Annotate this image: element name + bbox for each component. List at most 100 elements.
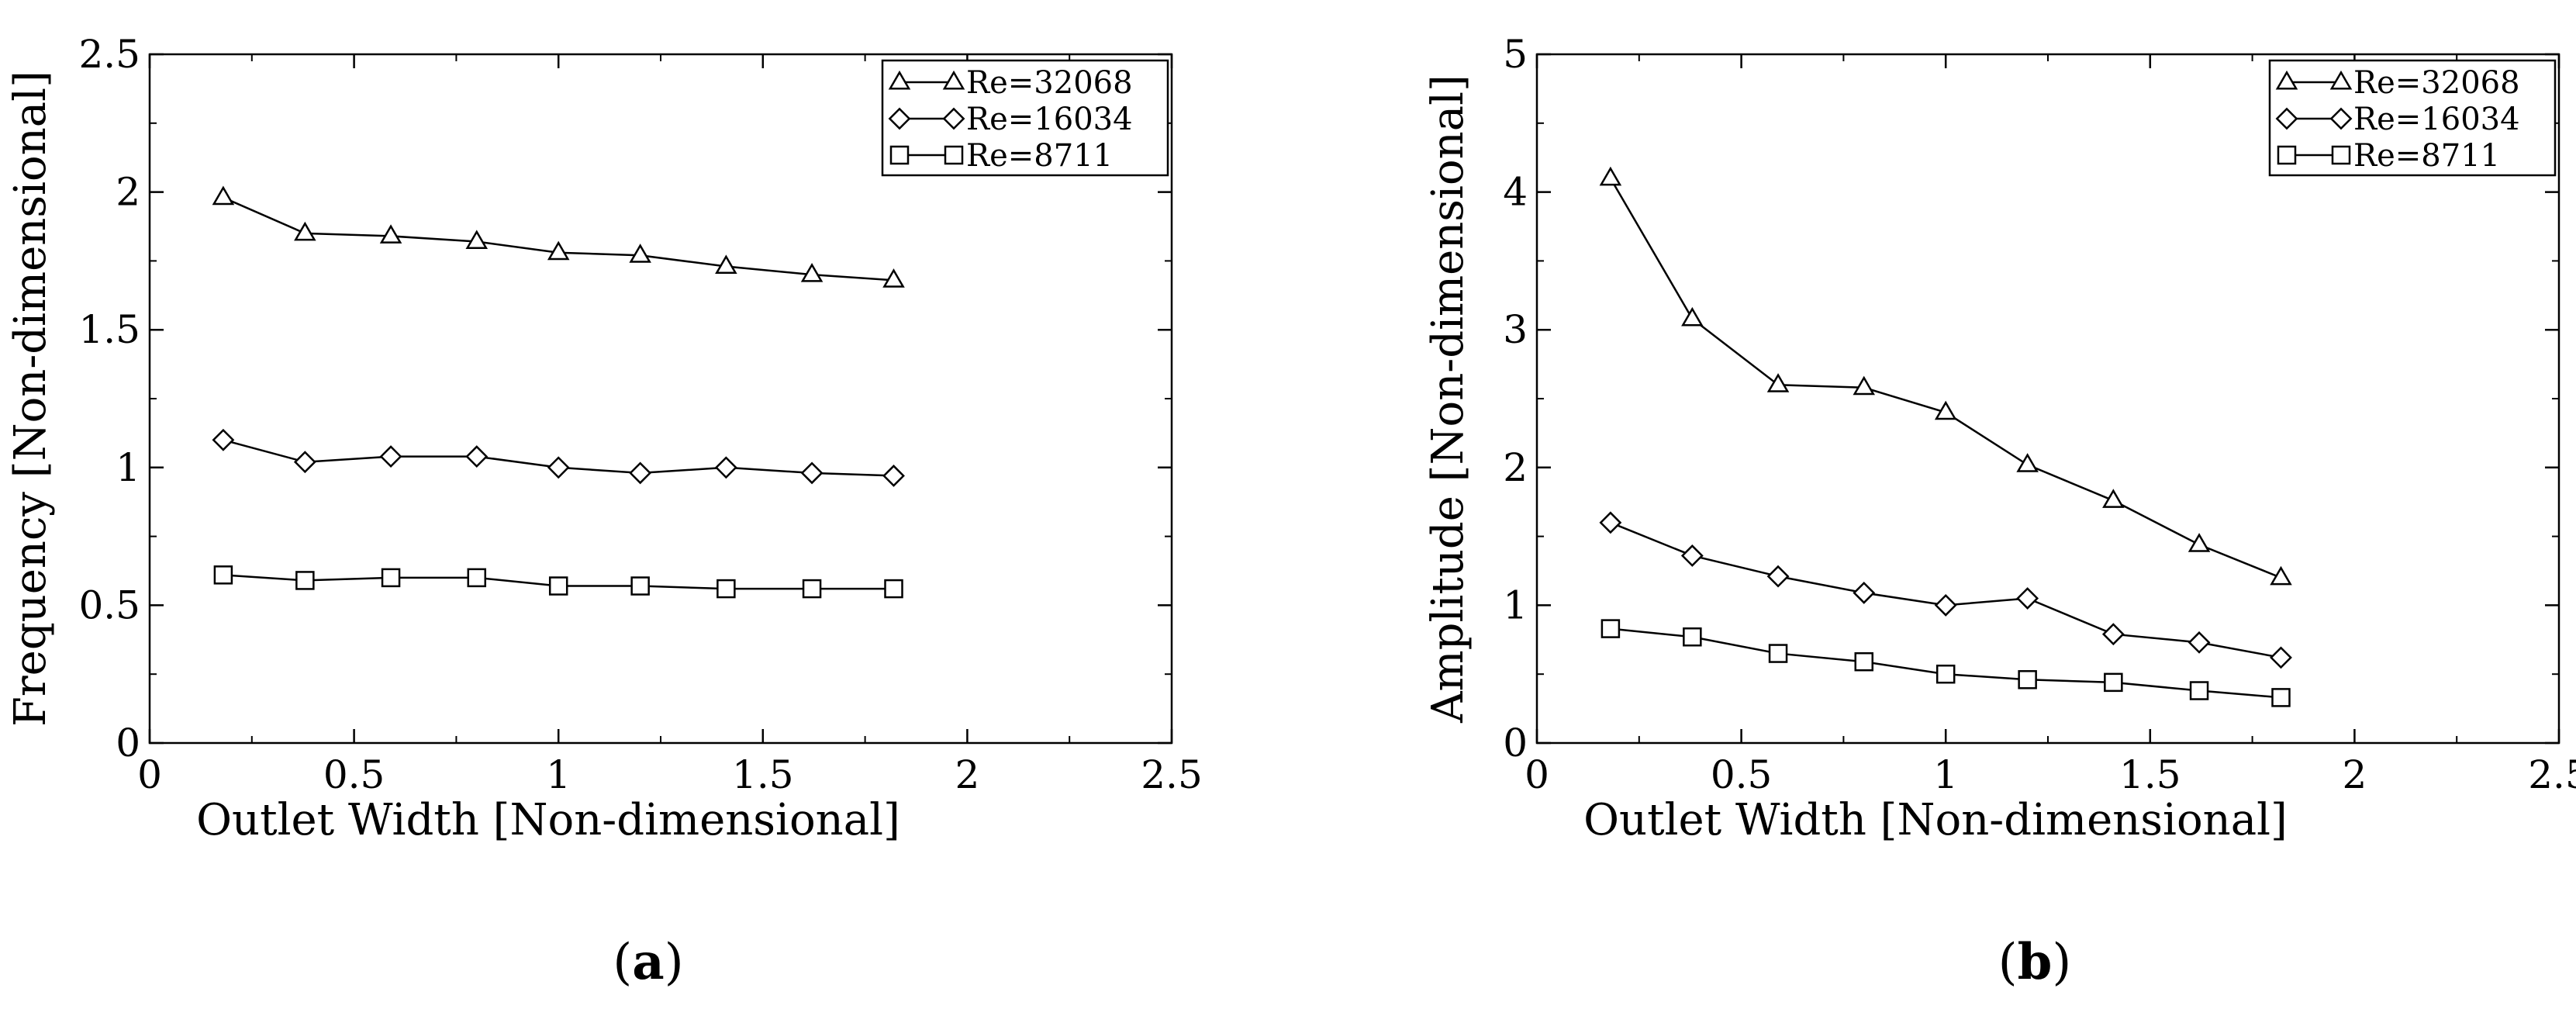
data-point (1934, 593, 1957, 617)
data-point (882, 268, 905, 288)
x-tick-label: 2.5 (2528, 752, 2576, 797)
caption-close-paren: ) (2052, 934, 2071, 991)
data-point (2270, 565, 2292, 586)
data-point (1683, 627, 1702, 647)
legend-label: Re=16034 (2353, 102, 2520, 137)
data-point (212, 185, 235, 206)
y-tick-label: 5 (1503, 32, 1528, 77)
data-point (1935, 664, 1956, 684)
series-re-16034 (1599, 511, 2292, 669)
y-tick-label: 0 (116, 721, 140, 765)
data-point (2189, 681, 2209, 700)
y-axis-title: Frequency [Non-dimensional] (5, 71, 56, 727)
y-tick-label: 0 (1503, 721, 1528, 765)
legend-marker (2275, 107, 2298, 130)
legend-marker (889, 145, 910, 165)
y-tick-label: 4 (1503, 170, 1528, 215)
legend-marker (2331, 145, 2351, 165)
data-point (465, 445, 489, 468)
data-point (547, 240, 570, 261)
data-point (1599, 166, 1622, 186)
data-point (1766, 565, 1790, 588)
caption-close-paren: ) (665, 934, 684, 991)
data-point (2016, 453, 2039, 472)
legend-label: Re=8711 (966, 138, 1113, 174)
data-point (1853, 375, 1876, 396)
data-point (213, 565, 233, 585)
x-axis-title: Outlet Width [Non-dimensional] (1583, 795, 2288, 845)
series-re-32068 (1599, 166, 2292, 586)
x-axis-title: Outlet Width [Non-dimensional] (196, 795, 900, 845)
data-point (379, 445, 402, 468)
y-tick-label: 0.5 (78, 582, 140, 627)
y-tick-label: 2 (116, 170, 140, 215)
data-point (381, 568, 401, 588)
data-point (1768, 644, 1788, 663)
legend-marker (2277, 145, 2297, 165)
x-tick-label: 2 (2342, 752, 2367, 797)
x-tick-label: 0 (1525, 752, 1549, 797)
data-point (2270, 646, 2292, 669)
data-point (629, 461, 652, 485)
data-point (802, 579, 822, 599)
legend-label: Re=16034 (966, 102, 1133, 137)
caption-open-paren: ( (1998, 934, 2018, 991)
data-point (1680, 544, 1704, 567)
panel-caption: (a) (613, 933, 683, 991)
data-point (1854, 651, 1874, 672)
legend-label: Re=8711 (2353, 138, 2500, 174)
data-point (2016, 587, 2039, 610)
x-tick-label: 1 (1933, 752, 1958, 797)
legend-marker (888, 70, 911, 90)
data-point (2104, 672, 2123, 693)
series-re-32068 (212, 185, 905, 288)
data-point (295, 571, 315, 590)
data-point (800, 461, 824, 485)
data-point (294, 221, 316, 241)
data-point (1766, 373, 1790, 392)
data-point (1601, 619, 1621, 638)
data-point (547, 456, 570, 479)
data-point (1599, 511, 1622, 534)
y-tick-label: 1.5 (78, 307, 140, 352)
data-point (800, 263, 824, 282)
x-tick-label: 0 (137, 752, 162, 797)
data-point (884, 579, 903, 599)
chart-panel-b: 0 0.5 1 1.5 2 2.5 0 1 2 3 4 5 Outlet Width [Non-dime… (1423, 32, 2576, 991)
legend-marker (942, 70, 965, 90)
data-point (630, 576, 650, 596)
series-re-8711 (1601, 619, 2291, 707)
legend-marker (888, 107, 911, 130)
legend-label: Re=32068 (2353, 65, 2520, 101)
y-tick-label: 2.5 (78, 32, 140, 77)
caption-letter: b (2018, 933, 2053, 991)
x-tick-label: 1.5 (732, 752, 794, 797)
data-point (1681, 306, 1704, 327)
data-point (548, 576, 568, 596)
data-point (629, 244, 651, 263)
data-point (714, 456, 737, 479)
data-point (467, 568, 487, 588)
legend-box (881, 59, 1169, 177)
y-tick-label: 1 (116, 445, 140, 490)
data-point (2271, 688, 2291, 707)
data-point (717, 579, 736, 599)
data-point (882, 465, 905, 487)
chart-panel-a: 0 0.5 1 1.5 2 2.5 0 0.5 1 1.5 2 2.5 Outlet Width [No… (5, 32, 1203, 991)
data-point (2101, 623, 2125, 646)
series-re-16034 (212, 428, 905, 487)
data-point (2188, 533, 2211, 552)
legend-label: Re=32068 (966, 65, 1133, 101)
x-tick-label: 1.5 (2119, 752, 2181, 797)
y-axis-title: Amplitude [Non-dimensional] (1423, 74, 1473, 724)
caption-letter: a (632, 933, 664, 991)
data-point (293, 451, 316, 474)
series-re-8711 (213, 565, 903, 599)
y-tick-label: 1 (1503, 582, 1528, 627)
data-point (1934, 400, 1957, 420)
legend-marker (944, 145, 964, 165)
legend-marker (2329, 70, 2353, 90)
